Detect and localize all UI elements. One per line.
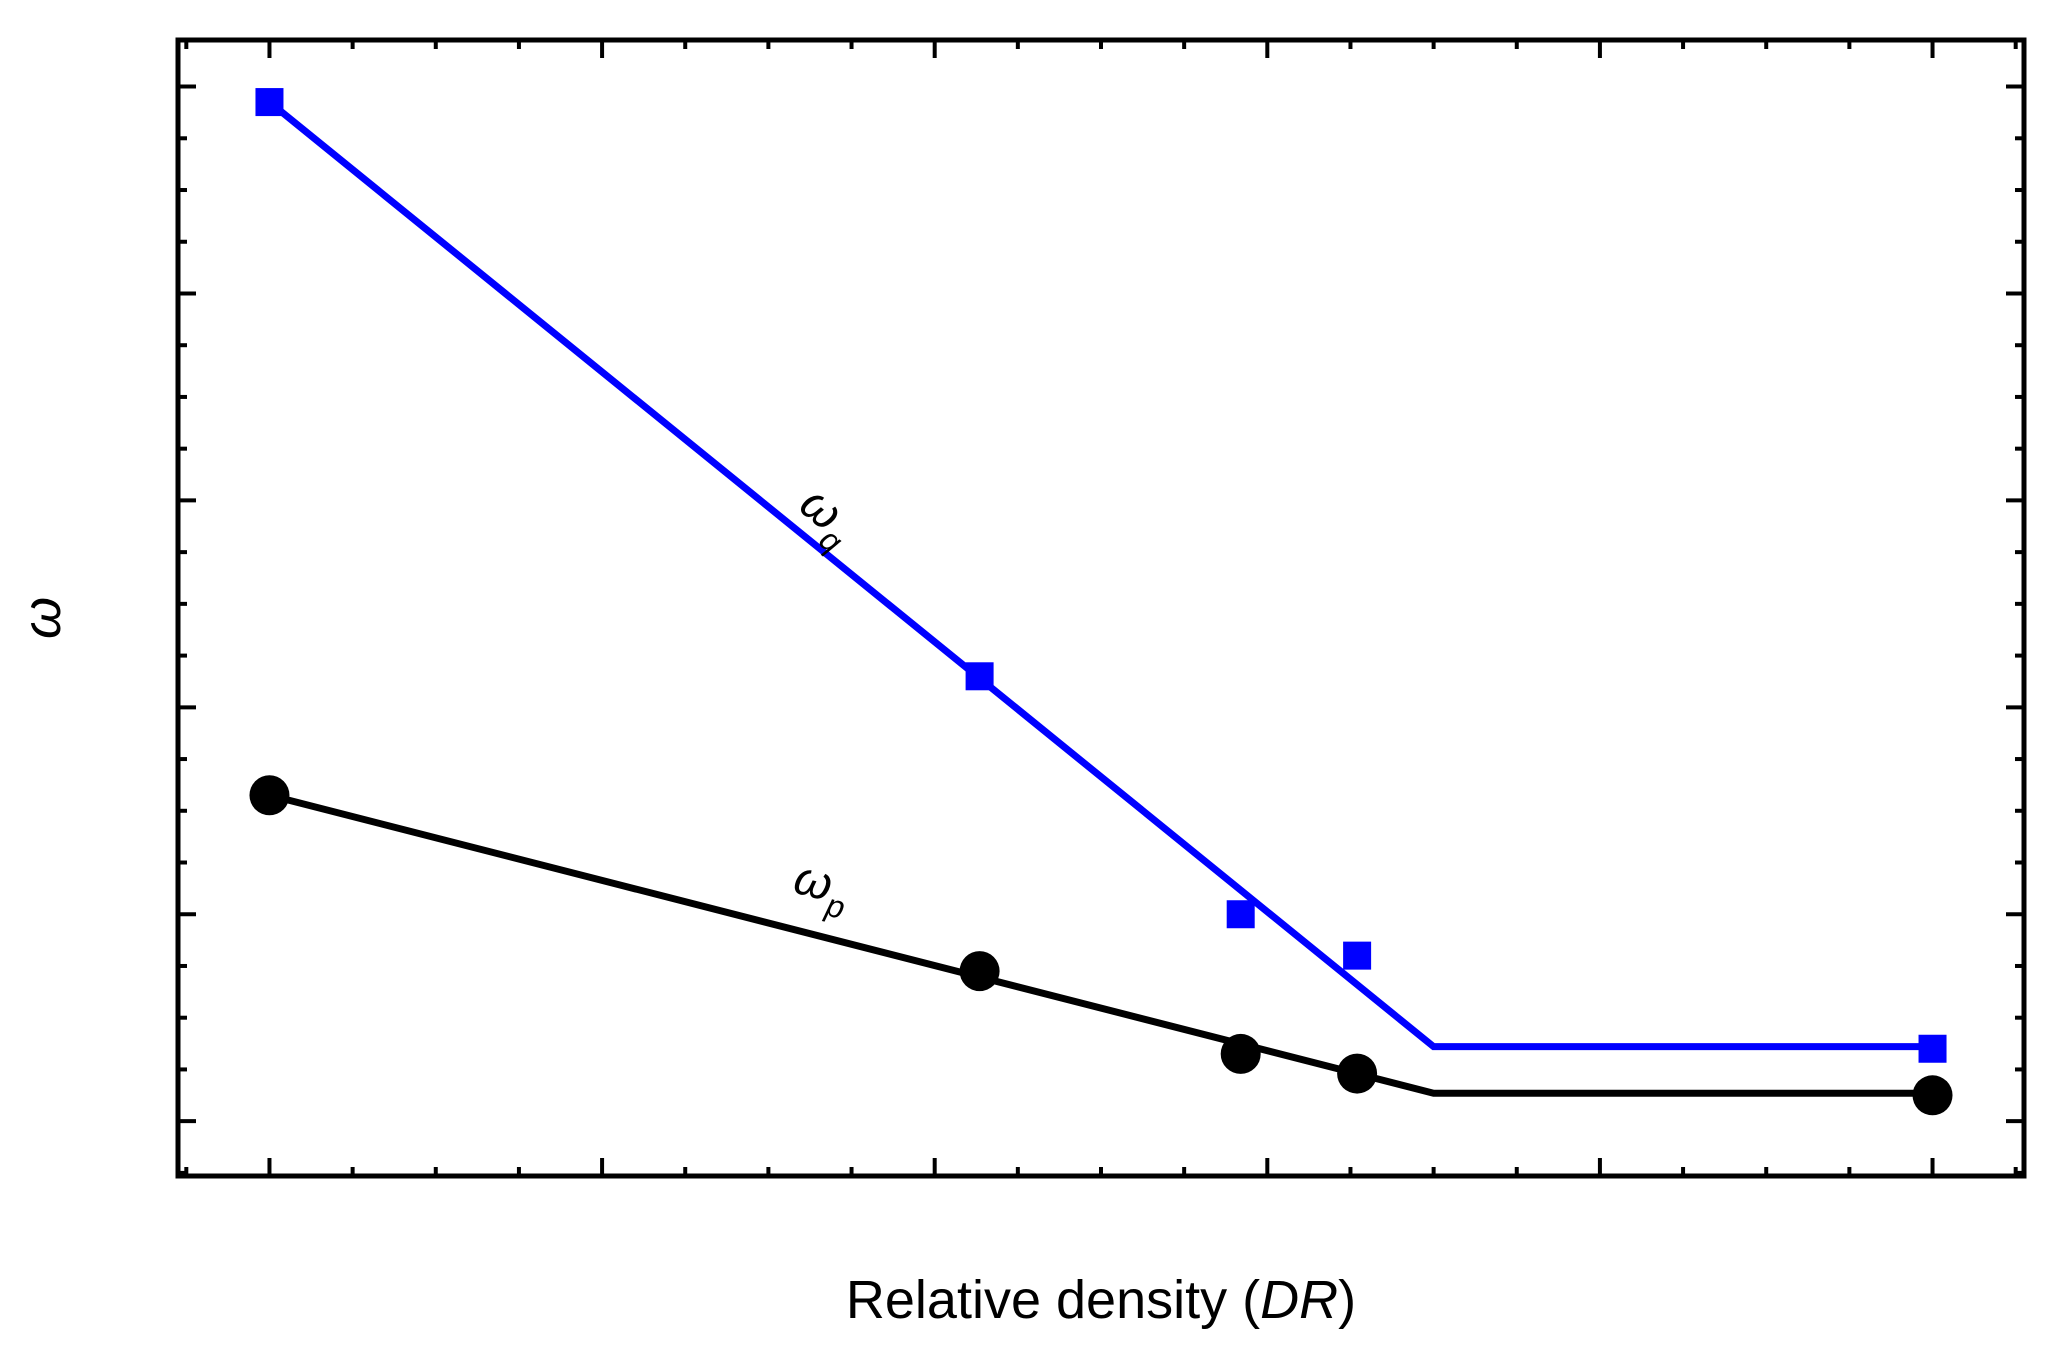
x-axis-title-suffix: ) (1338, 1270, 1356, 1330)
data-point-circle (1337, 1053, 1378, 1094)
x-axis-title: Relative density (DR) (846, 1270, 1356, 1330)
data-point-circle (959, 951, 1000, 992)
data-point-square (1918, 1034, 1947, 1063)
y-axis-title: ω (12, 597, 72, 639)
data-point-circle (1220, 1033, 1261, 1074)
data-point-square (965, 662, 994, 691)
data-point-circle (1912, 1075, 1953, 1116)
series-lines (267, 99, 1933, 1097)
plot-frame (175, 37, 2027, 1179)
data-point-square (1343, 941, 1372, 970)
x-axis-title-variable: DR (1260, 1270, 1338, 1330)
series-line-q (267, 99, 1933, 1051)
series-markers (249, 88, 1953, 1116)
x-axis-title-prefix: Relative density ( (846, 1270, 1260, 1330)
series-line-p (268, 791, 1933, 1097)
data-point-circle (249, 775, 290, 816)
data-point-square (255, 88, 284, 117)
data-point-square (1226, 900, 1255, 929)
